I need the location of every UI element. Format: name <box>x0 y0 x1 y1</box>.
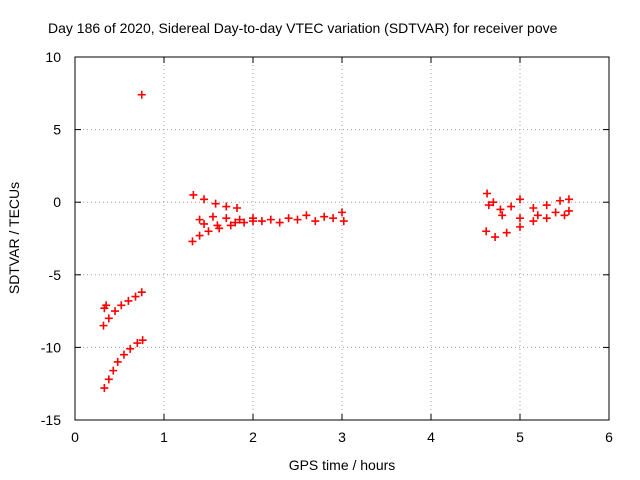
data-point <box>293 215 302 224</box>
data-point <box>560 211 569 220</box>
data-point <box>338 208 346 217</box>
data-point <box>489 198 498 207</box>
data-point <box>529 204 538 213</box>
data-point <box>124 296 133 305</box>
y-tick-label: -10 <box>41 339 61 355</box>
y-axis-label: SDTVAR / TECUs <box>6 182 22 294</box>
data-point <box>564 195 573 204</box>
data-point <box>195 215 204 224</box>
chart-title: Day 186 of 2020, Sidereal Day-to-day VTE… <box>48 20 558 36</box>
data-point <box>542 214 551 223</box>
data-point <box>104 314 113 323</box>
data-point <box>302 211 311 220</box>
x-tick-label: 4 <box>427 429 435 445</box>
data-point <box>533 211 542 220</box>
data-point <box>496 205 505 214</box>
data-point <box>188 237 197 246</box>
data-points <box>99 90 573 393</box>
data-point <box>284 214 293 223</box>
data-point <box>213 221 222 230</box>
data-point <box>117 301 126 310</box>
data-point <box>119 350 128 359</box>
data-point <box>231 218 240 227</box>
x-tick-label: 2 <box>249 429 257 445</box>
x-tick-label: 6 <box>605 429 613 445</box>
data-point <box>222 202 231 211</box>
data-point <box>556 196 565 205</box>
data-point <box>113 357 122 366</box>
grid-lines <box>75 57 609 420</box>
data-point <box>339 217 348 226</box>
data-point <box>275 218 284 227</box>
data-point <box>102 301 111 310</box>
y-tick-label: 0 <box>53 194 61 210</box>
data-point <box>100 384 109 393</box>
data-point <box>542 201 551 210</box>
data-point <box>551 208 560 217</box>
data-point <box>204 227 213 236</box>
data-point <box>257 217 266 226</box>
data-point <box>507 202 516 211</box>
data-point <box>222 214 231 223</box>
data-point <box>235 215 244 224</box>
data-point <box>516 214 524 223</box>
data-point <box>104 375 113 384</box>
data-point <box>99 321 108 330</box>
data-point <box>109 366 118 375</box>
data-point <box>484 201 493 210</box>
data-point <box>564 206 573 215</box>
data-point <box>189 190 198 199</box>
data-point <box>498 211 507 220</box>
data-point <box>137 90 146 99</box>
y-tick-label: -15 <box>41 412 61 428</box>
data-point <box>529 217 538 226</box>
data-point <box>211 199 220 208</box>
y-tick-labels: -15 -10 -5 0 5 10 <box>41 49 61 428</box>
data-point <box>232 204 241 213</box>
data-point <box>111 307 120 316</box>
x-tick-label: 5 <box>516 429 524 445</box>
data-point <box>138 336 147 345</box>
data-point <box>266 215 275 224</box>
data-point <box>226 221 235 230</box>
data-point <box>502 228 511 237</box>
data-point <box>240 218 249 227</box>
data-point <box>137 288 146 297</box>
data-point <box>131 292 140 301</box>
data-point <box>320 212 329 221</box>
data-point <box>208 212 217 221</box>
data-point <box>249 217 257 226</box>
data-point <box>200 219 209 228</box>
y-tick-label: 10 <box>45 49 61 65</box>
data-point <box>311 217 320 226</box>
data-point <box>126 344 135 353</box>
data-point <box>482 227 491 236</box>
data-point <box>200 195 209 204</box>
data-point <box>516 222 524 231</box>
data-point <box>483 189 492 198</box>
data-point <box>516 195 524 204</box>
x-tick-label: 3 <box>338 429 346 445</box>
data-point <box>133 339 142 348</box>
y-tick-label: -5 <box>49 267 62 283</box>
x-tick-label: 1 <box>160 429 168 445</box>
axis-ticks <box>74 56 610 421</box>
data-point <box>491 233 500 242</box>
data-point <box>329 214 338 223</box>
x-axis-label: GPS time / hours <box>289 457 396 473</box>
y-tick-label: 5 <box>53 122 61 138</box>
x-tick-labels: 0 1 2 3 4 5 6 <box>71 429 613 445</box>
x-tick-label: 0 <box>71 429 79 445</box>
data-point <box>195 231 204 240</box>
